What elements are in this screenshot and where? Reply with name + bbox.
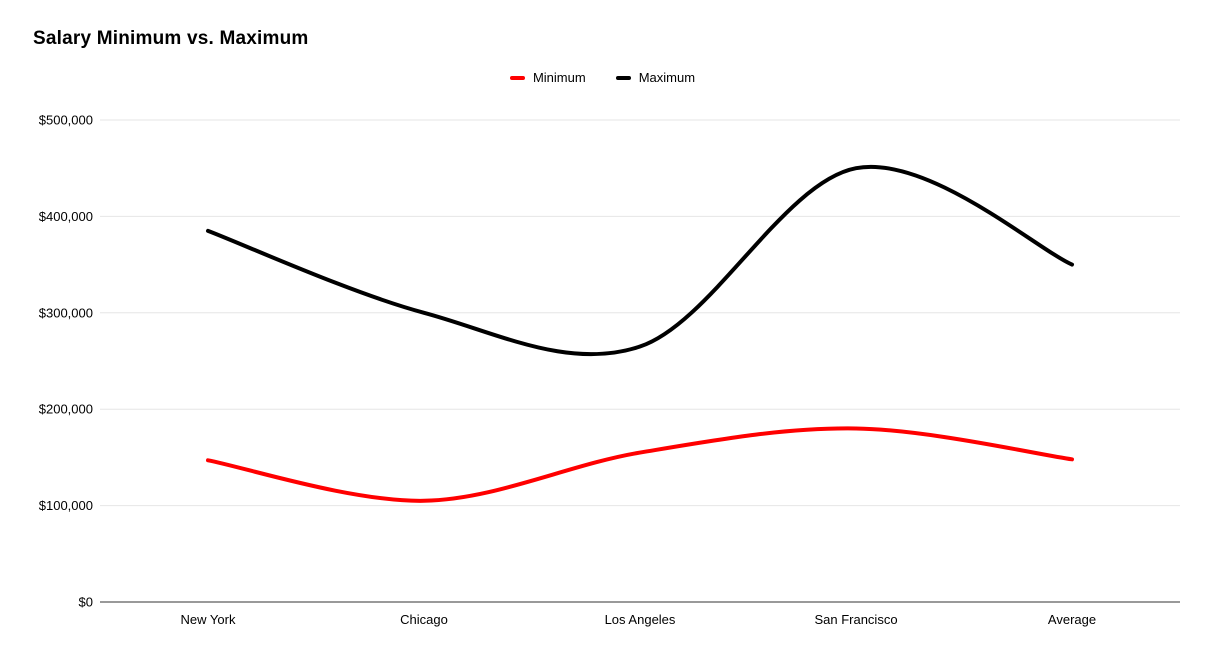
legend-swatch-icon — [509, 75, 525, 80]
x-tick-label: Average — [1048, 612, 1096, 627]
y-tick-label: $0 — [79, 595, 93, 610]
y-tick-label: $100,000 — [39, 498, 93, 513]
x-tick-label: Los Angeles — [605, 612, 676, 627]
legend-item-maximum: Maximum — [615, 70, 696, 85]
y-tick-label: $200,000 — [39, 402, 93, 417]
y-tick-label: $400,000 — [39, 209, 93, 224]
chart-title: Salary Minimum vs. Maximum — [33, 28, 309, 49]
series-line-minimum — [206, 426, 1074, 503]
x-tick-label: San Francisco — [814, 612, 897, 627]
legend: Minimum Maximum — [0, 70, 1205, 85]
legend-label: Maximum — [638, 70, 696, 85]
y-tick-label: $500,000 — [39, 113, 93, 128]
legend-swatch-icon — [615, 75, 631, 80]
series-line-maximum — [206, 164, 1074, 357]
x-tick-label: Chicago — [400, 612, 448, 627]
legend-item-minimum: Minimum — [509, 70, 586, 85]
x-tick-label: New York — [181, 612, 236, 627]
y-tick-label: $300,000 — [39, 305, 93, 320]
legend-label: Minimum — [532, 70, 586, 85]
